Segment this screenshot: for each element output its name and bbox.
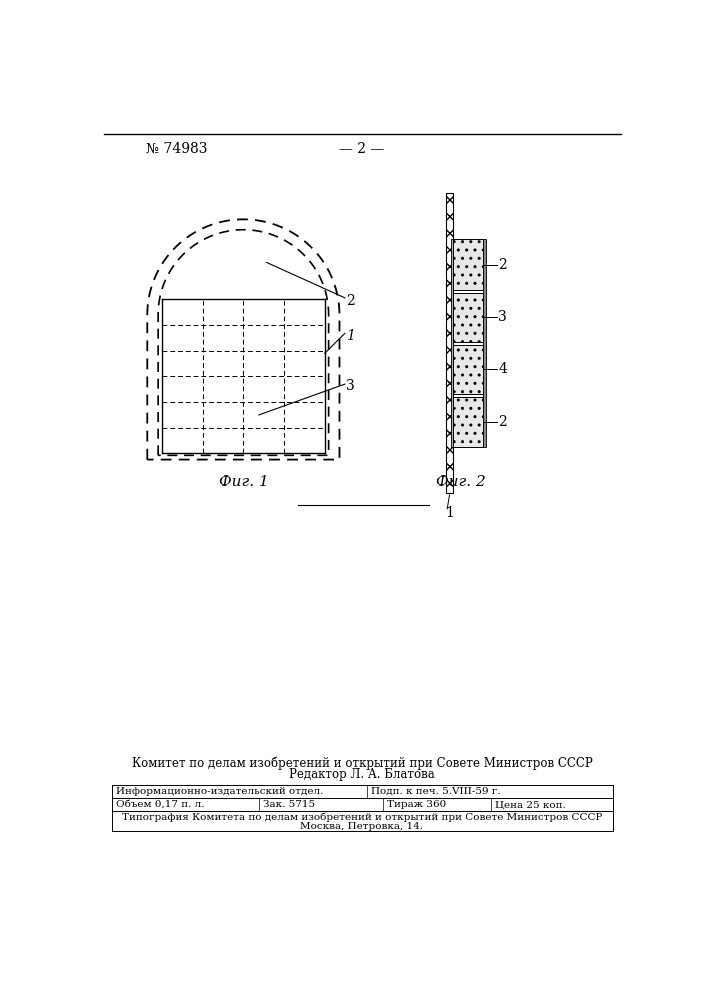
Text: Объем 0,17 п. л.: Объем 0,17 п. л. [115,800,204,809]
Bar [453,397,483,447]
Text: № 74983: № 74983 [146,142,208,156]
Text: Москва, Петровка, 14.: Москва, Петровка, 14. [300,822,423,831]
Bar [453,345,483,394]
Text: 1: 1 [346,329,354,343]
Bar [445,193,453,493]
Text: Цена 25 коп.: Цена 25 коп. [495,800,566,809]
Text: 1: 1 [445,506,455,520]
Text: Фиг. 1: Фиг. 1 [218,475,268,489]
Text: Информационно-издательский отдел.: Информационно-издательский отдел. [115,787,323,796]
Text: Комитет по делам изобретений и открытий при Совете Министров СССР: Комитет по делам изобретений и открытий … [132,756,592,770]
Text: 2: 2 [498,415,507,429]
Text: — 2 —: — 2 — [339,142,385,156]
Text: Подп. к печ. 5.VIII-59 г.: Подп. к печ. 5.VIII-59 г. [371,787,501,796]
Bar [453,293,483,342]
Text: Тираж 360: Тираж 360 [387,800,446,809]
Bar [453,239,483,290]
Text: 4: 4 [498,362,507,376]
Bar [483,239,486,447]
Text: 2: 2 [498,258,507,272]
Text: 3: 3 [346,379,354,393]
Bar [451,239,453,447]
Text: 3: 3 [498,310,507,324]
Text: Редактор Л. А. Блатова: Редактор Л. А. Блатова [289,768,435,781]
Text: Типография Комитета по делам изобретений и открытий при Совете Министров СССР: Типография Комитета по делам изобретений… [122,812,602,822]
Text: 2: 2 [346,294,354,308]
Text: Фиг. 2: Фиг. 2 [436,475,485,489]
Text: Зак. 5715: Зак. 5715 [263,800,315,809]
